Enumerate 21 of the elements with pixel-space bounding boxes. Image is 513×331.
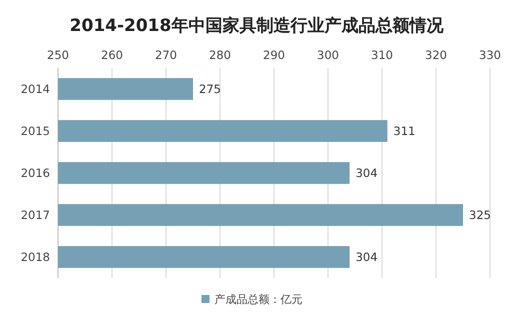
x-tick-label: 250 — [47, 48, 69, 62]
y-tick-label: 2016 — [20, 166, 50, 180]
x-tick-label: 310 — [371, 48, 393, 62]
x-tick-label: 320 — [425, 48, 447, 62]
x-tick-label: 300 — [317, 48, 339, 62]
chart-title: 2014-2018年中国家具制造行业产成品总额情况 — [70, 16, 444, 36]
data-label: 304 — [356, 166, 378, 180]
data-label: 304 — [356, 250, 378, 264]
y-tick-label: 2015 — [20, 124, 50, 138]
data-label: 325 — [469, 208, 491, 222]
x-tick-label: 330 — [479, 48, 501, 62]
legend-label: 产成品总额：亿元 — [214, 293, 302, 306]
y-tick-label: 2017 — [20, 208, 50, 222]
x-tick-label: 270 — [155, 48, 177, 62]
x-tick-label: 290 — [263, 48, 285, 62]
y-tick-label: 2014 — [20, 82, 50, 96]
y-tick-label: 2018 — [20, 250, 50, 264]
data-label: 275 — [199, 82, 221, 96]
x-tick-label: 280 — [209, 48, 231, 62]
x-tick-label: 260 — [101, 48, 123, 62]
data-label: 311 — [393, 124, 416, 138]
